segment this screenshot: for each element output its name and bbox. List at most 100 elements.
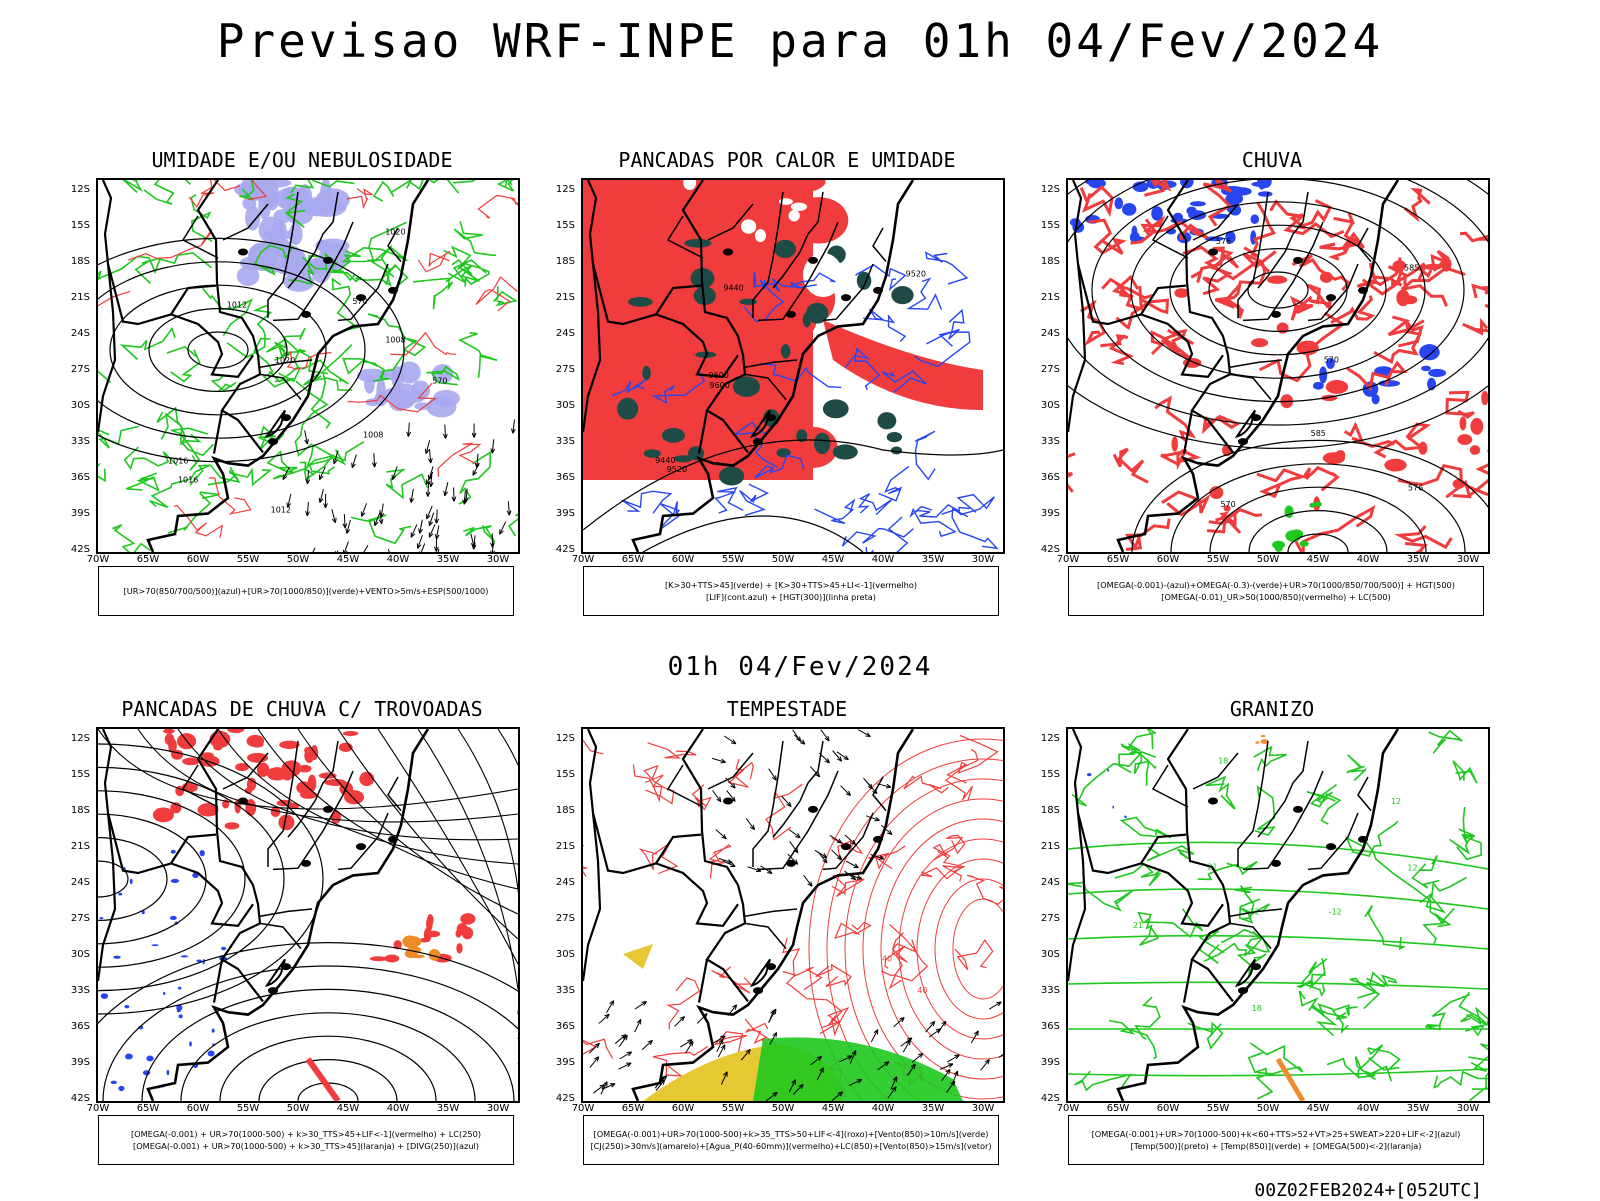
- legend-line: [OMEGA(-0.001)-(azul)+OMEGA(-0.3)-(verde…: [1069, 579, 1483, 591]
- panel-title: PANCADAS POR CALOR E UMIDADE: [567, 148, 1007, 172]
- panel-legend: [K>30+TTS>45](verde) + [K>30+TTS>45+LI<-…: [583, 566, 999, 616]
- lon-tick-label: 60W: [183, 1103, 213, 1114]
- legend-line: [UR>70(850/700/500)](azul)+[UR>70(1000/8…: [99, 585, 513, 597]
- lat-tick-label: 24S: [1036, 877, 1060, 888]
- lat-tick-label: 27S: [1036, 913, 1060, 924]
- lon-tick-label: 60W: [668, 554, 698, 565]
- lat-tick-label: 21S: [1036, 841, 1060, 852]
- lon-tick-label: 50W: [283, 1103, 313, 1114]
- lat-tick-label: 33S: [551, 985, 575, 996]
- lat-tick-label: 15S: [1036, 769, 1060, 780]
- lat-tick-label: 24S: [551, 877, 575, 888]
- lon-tick-label: 55W: [718, 554, 748, 565]
- legend-line: [Temp(500)](preto) + [Temp(850)](verde) …: [1069, 1140, 1483, 1152]
- contour-label: 576: [1408, 484, 1423, 493]
- contour-label: 1016: [178, 476, 198, 485]
- lat-tick-label: 30S: [66, 400, 90, 411]
- lon-tick-label: 65W: [1103, 1103, 1133, 1114]
- lat-tick-label: 12S: [551, 733, 575, 744]
- lat-tick-label: 33S: [66, 985, 90, 996]
- lat-tick-label: 27S: [66, 913, 90, 924]
- panel-legend: [OMEGA(-0.001)+UR>70(1000-500)+k<60+TTS>…: [1068, 1115, 1484, 1165]
- lon-tick-label: 40W: [383, 1103, 413, 1114]
- contour-label: 40: [917, 986, 927, 995]
- lat-tick-label: 30S: [551, 949, 575, 960]
- lon-tick-label: 60W: [1153, 1103, 1183, 1114]
- lon-tick-label: 55W: [1203, 554, 1233, 565]
- lon-tick-label: 45W: [1303, 554, 1333, 565]
- contour-label: 18: [1252, 1004, 1262, 1013]
- lon-tick-label: 55W: [718, 1103, 748, 1114]
- lat-tick-label: 15S: [1036, 220, 1060, 231]
- lat-tick-label: 33S: [1036, 985, 1060, 996]
- lat-tick-label: 18S: [1036, 805, 1060, 816]
- lat-tick-label: 21S: [551, 292, 575, 303]
- lat-tick-label: 18S: [66, 256, 90, 267]
- panel-legend: [OMEGA(-0.001)-(azul)+OMEGA(-0.3)-(verde…: [1068, 566, 1484, 616]
- lat-tick-label: 12S: [1036, 184, 1060, 195]
- lon-tick-label: 45W: [818, 554, 848, 565]
- lat-tick-label: 33S: [551, 436, 575, 447]
- contour-label: 40: [882, 955, 892, 964]
- lon-tick-label: 35W: [433, 1103, 463, 1114]
- lon-tick-label: 65W: [133, 1103, 163, 1114]
- lon-tick-label: 55W: [233, 1103, 263, 1114]
- lon-tick-label: 40W: [1353, 554, 1383, 565]
- contour-label: 1008: [363, 431, 383, 440]
- lon-tick-label: 30W: [968, 554, 998, 565]
- legend-line: [K>30+TTS>45](verde) + [K>30+TTS>45+LI<-…: [584, 579, 998, 591]
- lon-tick-label: 30W: [483, 1103, 513, 1114]
- contour-label: 585: [1404, 263, 1419, 272]
- lat-tick-label: 30S: [1036, 949, 1060, 960]
- lat-tick-label: 15S: [66, 769, 90, 780]
- lat-tick-label: 21S: [551, 841, 575, 852]
- lon-tick-label: 30W: [1453, 554, 1483, 565]
- lat-tick-label: 39S: [551, 508, 575, 519]
- lon-tick-label: 35W: [1403, 554, 1433, 565]
- lat-tick-label: 18S: [1036, 256, 1060, 267]
- legend-line: [OMEGA(-0.001)+UR>70(1000-500)+k<60+TTS>…: [1069, 1128, 1483, 1140]
- lat-tick-label: 18S: [66, 805, 90, 816]
- lon-tick-label: 65W: [1103, 554, 1133, 565]
- lon-tick-label: 55W: [1203, 1103, 1233, 1114]
- lat-tick-label: 12S: [551, 184, 575, 195]
- lat-tick-label: 24S: [1036, 328, 1060, 339]
- lat-tick-label: 27S: [551, 364, 575, 375]
- map-tempestade: 40 40: [581, 727, 1005, 1103]
- lat-tick-label: 21S: [66, 841, 90, 852]
- panel-trovoadas: PANCADAS DE CHUVA C/ TROVOADAS [OMEGA(-0…: [82, 697, 522, 1187]
- lat-tick-label: 33S: [66, 436, 90, 447]
- lat-tick-label: 24S: [551, 328, 575, 339]
- lat-tick-label: 15S: [551, 769, 575, 780]
- map-canvas: [98, 729, 518, 1101]
- lon-tick-label: 35W: [1403, 1103, 1433, 1114]
- contour-label: 12: [1407, 863, 1417, 872]
- lat-tick-label: 24S: [66, 328, 90, 339]
- contour-label: -12: [1329, 907, 1342, 916]
- lon-tick-label: 65W: [133, 554, 163, 565]
- lon-tick-label: 70W: [568, 1103, 598, 1114]
- lat-tick-label: 12S: [1036, 733, 1060, 744]
- legend-line: [OMEGA(-0.001)+UR>70(1000-500)+k>35_TTS>…: [584, 1128, 998, 1140]
- main-title: Previsao WRF-INPE para 01h 04/Fev/2024: [0, 14, 1600, 68]
- lon-tick-label: 60W: [668, 1103, 698, 1114]
- lon-tick-label: 50W: [768, 1103, 798, 1114]
- lat-tick-label: 39S: [551, 1057, 575, 1068]
- lon-tick-label: 45W: [333, 1103, 363, 1114]
- lat-tick-label: 27S: [1036, 364, 1060, 375]
- lon-tick-label: 45W: [333, 554, 363, 565]
- lon-tick-label: 35W: [918, 554, 948, 565]
- legend-line: [LIF](cont.azul) + [HGT(300)](linha pret…: [584, 591, 998, 603]
- lon-tick-label: 35W: [918, 1103, 948, 1114]
- lon-tick-label: 70W: [83, 554, 113, 565]
- lat-tick-label: 18S: [551, 805, 575, 816]
- legend-line: [OMEGA(-0.001) + UR>70(1000-500) + k>30_…: [99, 1140, 513, 1152]
- lat-tick-label: 39S: [66, 1057, 90, 1068]
- lat-tick-label: 12S: [66, 733, 90, 744]
- panel-legend: [UR>70(850/700/500)](azul)+[UR>70(1000/8…: [98, 566, 514, 616]
- map-trovoadas: [96, 727, 520, 1103]
- contour-label: 1012: [271, 505, 291, 514]
- panel-title: TEMPESTADE: [567, 697, 1007, 721]
